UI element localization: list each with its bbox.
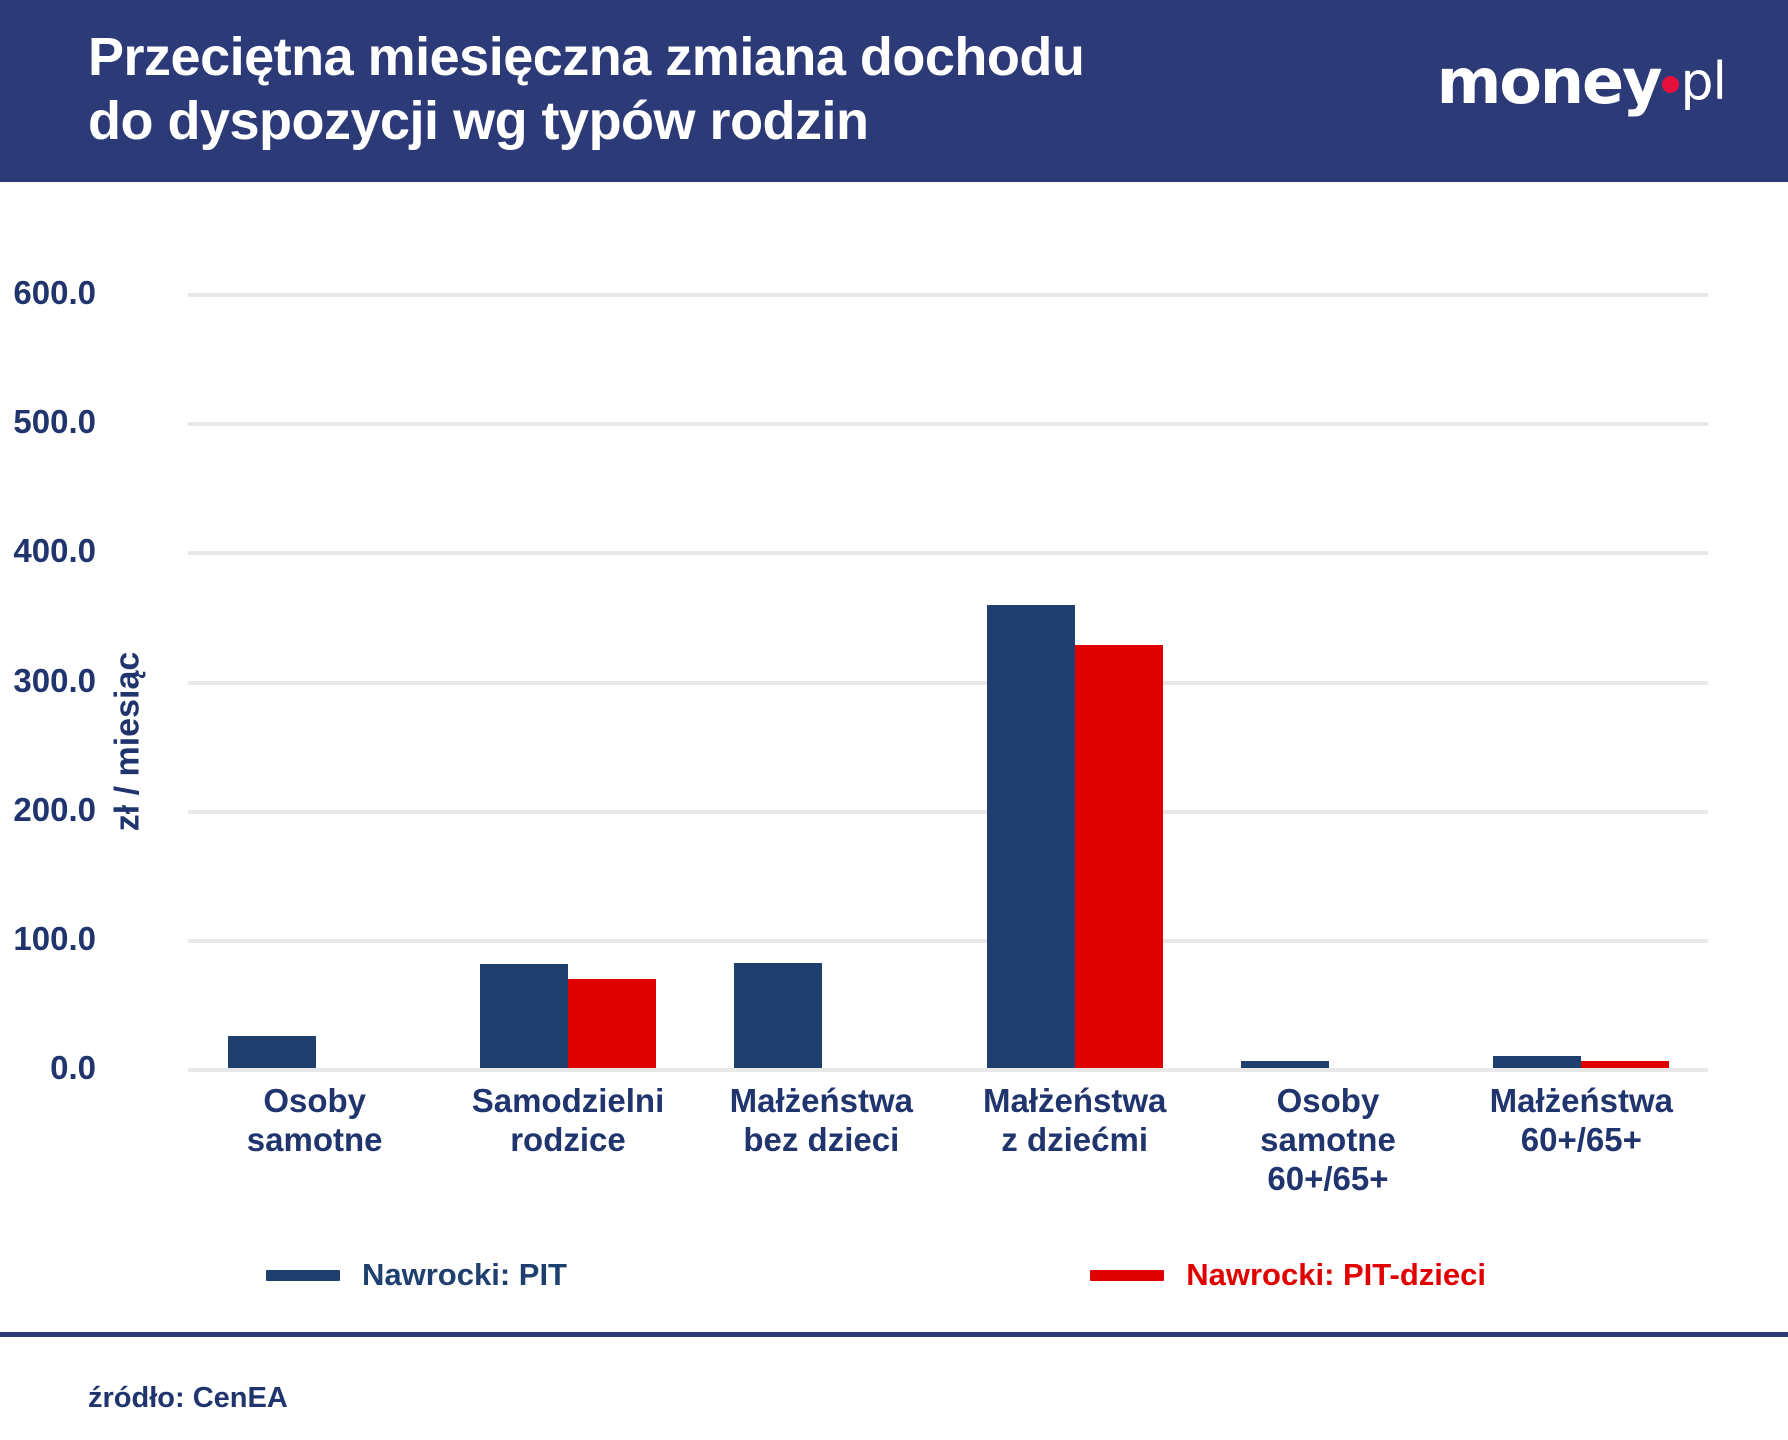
money-pl-logo: money pl: [1436, 45, 1727, 118]
gridline: [188, 422, 1708, 427]
x-axis-category-label: Osoby samotne 60+/65+: [1260, 1082, 1396, 1197]
bar-group: [441, 293, 694, 1068]
x-axis-category-label: Małżeństwa z dziećmi: [982, 1082, 1167, 1158]
plot-area: 0.0 100.0 200.0 300.0 400.0 500.0 600.0: [13, 274, 1708, 1086]
gridline: [188, 938, 1708, 943]
bar-pit[interactable]: [1493, 1055, 1582, 1068]
bar-pit[interactable]: [1240, 1061, 1329, 1068]
logo-tld: pl: [1680, 52, 1727, 112]
logo-wordmark: money: [1436, 45, 1663, 118]
x-axis-labels: Osoby samotne Samodzielni rodzice Małżeńst…: [188, 1082, 1708, 1199]
bar-group: [1455, 293, 1708, 1068]
chart-legend: Nawrocki: PIT Nawrocki: PIT-dzieci: [188, 1257, 1708, 1293]
gridline: [188, 680, 1708, 685]
x-axis-category-label: Osoby samotne: [246, 1082, 383, 1158]
page-title: Przeciętna miesięczna zmiana dochodu do …: [88, 27, 1085, 151]
bars: [441, 293, 694, 1068]
gridline: [188, 1068, 1708, 1072]
bar-pit[interactable]: [479, 963, 568, 1068]
source-note: źródło: CenEA: [88, 1382, 288, 1414]
bar-pit[interactable]: [227, 1036, 316, 1068]
y-axis-tick-label: 0.0: [50, 1049, 96, 1086]
legend-swatch-pit: [266, 1269, 340, 1281]
bar-group: [188, 293, 441, 1068]
x-axis-category-label: Małżeństwa 60+/65+: [1489, 1082, 1673, 1158]
bar-groups: [188, 293, 1708, 1068]
y-axis-tick-label: 300.0: [13, 661, 96, 699]
y-axis-tick-label: 600.0: [13, 274, 96, 311]
y-axis-tick-label: 400.0: [13, 532, 96, 570]
legend-item-pit-dzieci: Nawrocki: PIT-dzieci: [1090, 1257, 1486, 1293]
divider: [0, 1332, 1788, 1337]
bar-group: [695, 293, 948, 1068]
y-axis-tick-label: 100.0: [13, 919, 96, 957]
legend-swatch-pit-dzieci: [1090, 1269, 1165, 1281]
bars: [188, 293, 441, 1068]
bar-group: [1201, 293, 1454, 1068]
gridline: [188, 809, 1708, 814]
bars: [1201, 293, 1454, 1068]
chart-container: zł / miesiąc 0.0 100.0 200.0 300.0 400.0 500.…: [0, 182, 1788, 1440]
gridline: [188, 293, 1708, 297]
y-axis-tick-label: 200.0: [13, 790, 96, 828]
gridline: [188, 551, 1708, 556]
bar-pit[interactable]: [734, 962, 823, 1068]
bar-group: [948, 293, 1201, 1068]
bar-pit-dzieci[interactable]: [567, 979, 656, 1068]
legend-label-pit-dzieci: Nawrocki: PIT-dzieci: [1186, 1257, 1486, 1292]
logo-dot-icon: [1661, 75, 1679, 93]
legend-item-pit: Nawrocki: PIT: [266, 1257, 567, 1293]
bars: [948, 293, 1201, 1068]
y-axis-tick-label: 500.0: [13, 403, 96, 441]
bar-pit-dzieci[interactable]: [1581, 1061, 1670, 1068]
bars: [695, 293, 948, 1068]
x-axis-category-label: Samodzielni rodzice: [471, 1082, 665, 1158]
bar-pit-dzieci[interactable]: [1074, 644, 1163, 1068]
y-axis-title: zł / miesiąc: [108, 651, 147, 832]
bar-pit[interactable]: [986, 604, 1075, 1068]
header-banner: Przeciętna miesięczna zmiana dochodu do …: [0, 0, 1788, 182]
bars: [1455, 293, 1708, 1068]
x-axis-category-label: Małżeństwa bez dzieci: [729, 1082, 914, 1158]
legend-label-pit: Nawrocki: PIT: [362, 1257, 567, 1292]
